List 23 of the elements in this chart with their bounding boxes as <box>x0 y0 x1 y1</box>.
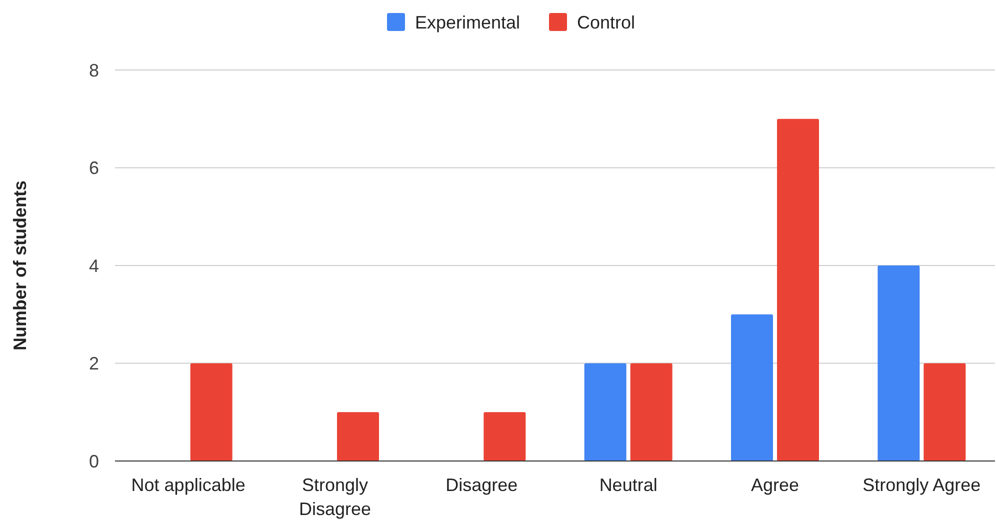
y-axis-title: Number of students <box>10 180 30 351</box>
y-tick-label: 8 <box>88 60 99 80</box>
bar <box>484 412 526 461</box>
bar <box>878 266 920 461</box>
y-tick-label: 6 <box>88 158 99 178</box>
x-tick-label: Strongly Agree <box>862 475 981 495</box>
x-tick-label: Strongly Disagree <box>298 475 372 519</box>
bar <box>630 363 672 461</box>
y-tick-label: 0 <box>88 451 99 472</box>
x-tick-label: Disagree <box>446 475 518 495</box>
bar <box>190 363 232 461</box>
bar <box>584 363 626 461</box>
bar <box>924 363 966 461</box>
bar <box>777 118 819 461</box>
legend-label: Experimental <box>415 12 520 32</box>
y-tick-label: 4 <box>88 256 99 276</box>
x-tick-label: Neutral <box>599 475 658 495</box>
bar <box>337 412 379 461</box>
x-tick-label: Not applicable <box>131 475 246 495</box>
bar <box>731 314 773 461</box>
x-tick-label: Agree <box>750 475 800 495</box>
legend-label: Control <box>577 12 636 32</box>
y-tick-label: 2 <box>88 354 99 374</box>
